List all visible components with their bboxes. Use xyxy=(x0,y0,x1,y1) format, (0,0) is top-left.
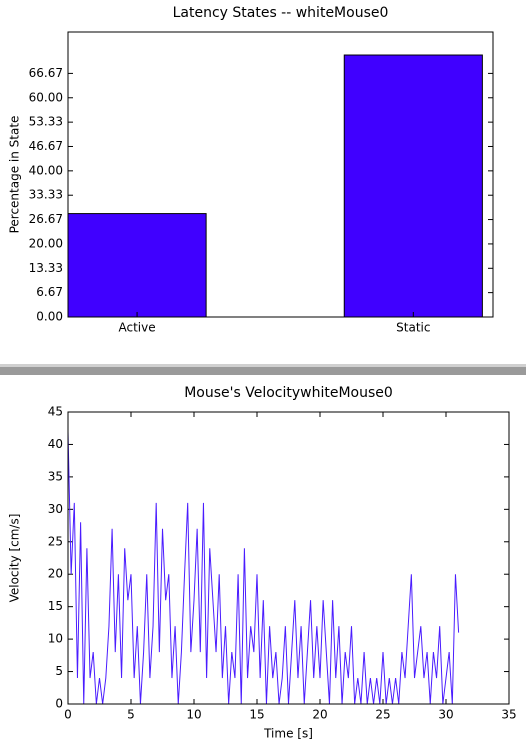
y-tick-label: 0 xyxy=(55,697,63,711)
y-tick-label: 0.00 xyxy=(36,310,63,324)
y-tick-label: 20.00 xyxy=(29,236,63,250)
separator xyxy=(0,364,526,375)
y-tick-label: 30 xyxy=(48,502,63,516)
x-tick-label: 35 xyxy=(501,708,516,722)
y-tick-label: 53.33 xyxy=(29,115,63,129)
x-tick-label: 10 xyxy=(186,708,201,722)
x-tick-label: 30 xyxy=(438,708,453,722)
y-tick-label: 10 xyxy=(48,632,63,646)
y-axis-label: Velocity [cm/s] xyxy=(8,514,22,603)
y-tick-label: 20 xyxy=(48,567,63,581)
x-tick-label: Active xyxy=(119,321,156,335)
bar xyxy=(67,213,207,318)
velocity-line xyxy=(67,431,460,705)
y-tick-label: 15 xyxy=(48,599,63,613)
y-tick-label: 45 xyxy=(48,405,63,419)
y-tick-label: 40.00 xyxy=(29,163,63,177)
y-tick-label: 33.33 xyxy=(29,188,63,202)
x-tick-label: 20 xyxy=(312,708,327,722)
separator-highlight xyxy=(0,364,526,367)
x-axis-label: Time [s] xyxy=(263,727,313,741)
y-tick-label: 40 xyxy=(48,437,63,451)
y-tick-label: 46.67 xyxy=(29,139,63,153)
y-tick-label: 26.67 xyxy=(29,212,63,226)
x-tick-label: Static xyxy=(396,321,430,335)
bar xyxy=(343,54,483,318)
y-tick-label: 6.67 xyxy=(36,285,63,299)
y-axis-label: Percentage in State xyxy=(8,116,22,234)
plot-frame xyxy=(67,31,494,318)
y-tick-label: 5 xyxy=(55,664,63,678)
y-tick-label: 13.33 xyxy=(29,261,63,275)
chart-title: Latency States -- whiteMouse0 xyxy=(173,5,389,21)
chart-title: Mouse's VelocitywhiteMouse0 xyxy=(184,385,393,401)
y-tick-label: 25 xyxy=(48,534,63,548)
x-tick-label: 0 xyxy=(64,708,72,722)
x-tick-label: 5 xyxy=(127,708,135,722)
y-tick-label: 66.67 xyxy=(29,66,63,80)
x-tick-label: 25 xyxy=(375,708,390,722)
y-tick-label: 60.00 xyxy=(29,90,63,104)
plot-frame xyxy=(67,411,510,705)
y-tick-label: 35 xyxy=(48,469,63,483)
x-tick-label: 15 xyxy=(249,708,264,722)
